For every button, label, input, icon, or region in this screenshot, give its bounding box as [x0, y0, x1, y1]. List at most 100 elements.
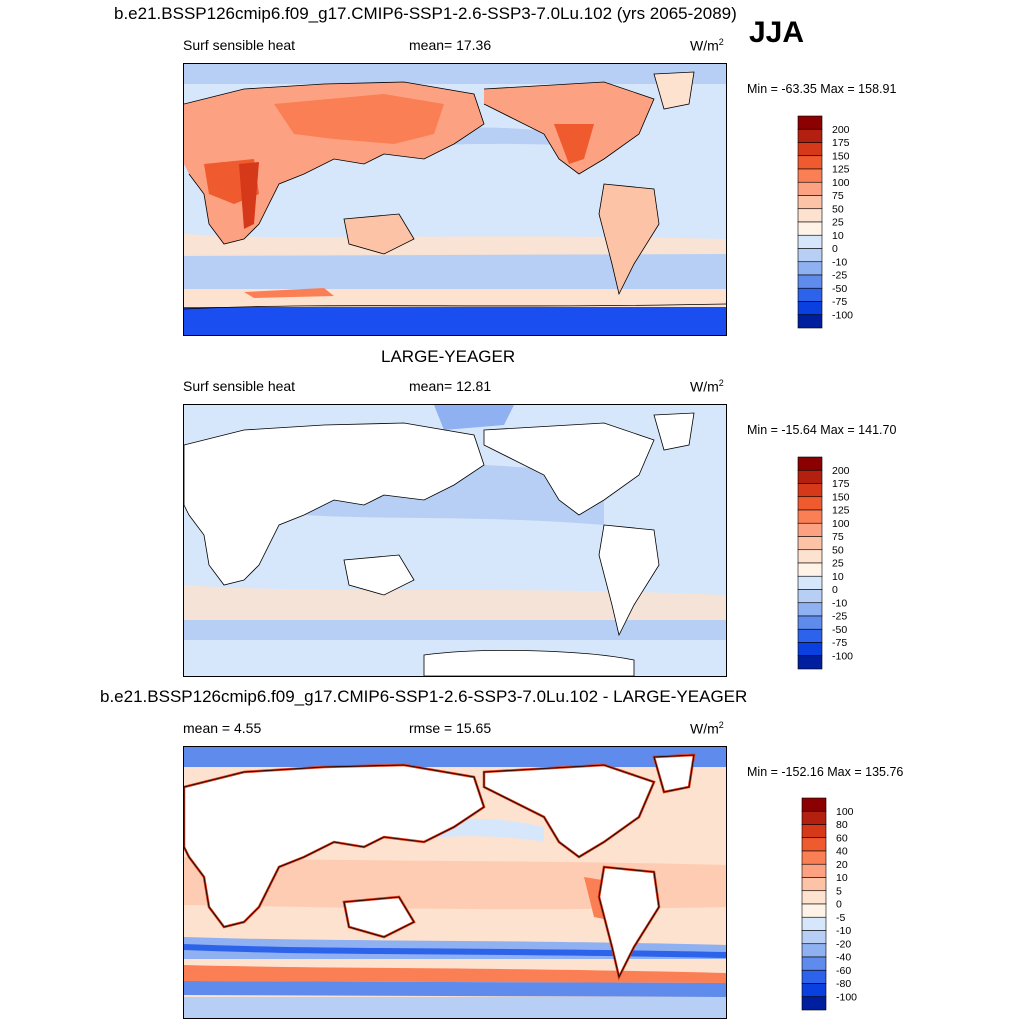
panel2-minmax: Min = -15.64 Max = 141.70	[747, 423, 897, 437]
colorbar-swatch	[801, 837, 827, 852]
colorbar-tick-label: 25	[832, 558, 844, 570]
colorbar-tick-label: 100	[832, 177, 850, 189]
colorbar-tick-label: -25	[832, 611, 847, 623]
panel3-minmax: Min = -152.16 Max = 135.76	[747, 765, 904, 779]
panel1-map	[183, 63, 727, 336]
colorbar-tick-label: 150	[832, 150, 850, 162]
colorbar-swatch	[797, 562, 823, 577]
colorbar-swatch	[801, 863, 827, 878]
colorbar-tick-label: -10	[836, 925, 851, 937]
colorbar-tick-label: 175	[832, 478, 850, 490]
colorbar-tick-label: 40	[836, 846, 848, 858]
colorbar-tick-label: 200	[832, 465, 850, 477]
colorbar-tick-label: -100	[832, 650, 853, 662]
colorbar-tick-label: 0	[832, 243, 838, 255]
colorbar-tick-label: 0	[832, 584, 838, 596]
panel1-title: b.e21.BSSP126cmip6.f09_g17.CMIP6-SSP1-2.…	[114, 4, 737, 23]
colorbar-swatch	[797, 549, 823, 564]
colorbar-tick-label: -25	[832, 270, 847, 282]
colorbar-swatch	[797, 168, 823, 183]
colorbar-swatch	[797, 642, 823, 657]
colorbar-swatch	[797, 496, 823, 511]
colorbar-swatch	[797, 287, 823, 302]
colorbar-swatch	[801, 850, 827, 865]
colorbar-swatch	[801, 903, 827, 918]
colorbar-tick-label: 25	[832, 217, 844, 229]
colorbar-swatch	[797, 155, 823, 170]
colorbar-tick-label: 100	[832, 518, 850, 530]
panel2-variable-label: Surf sensible heat	[183, 378, 296, 394]
colorbar-swatch	[801, 969, 827, 984]
panel2-colorbar: 200 175 150 125 100 75 50 25 10 0 -10 -25 -50 -75 -100	[797, 456, 898, 672]
panel2-map	[183, 404, 727, 677]
colorbar-swatch	[797, 536, 823, 551]
colorbar-tick-label: -10	[832, 256, 847, 268]
colorbar-swatch	[801, 824, 827, 839]
colorbar-swatch	[797, 221, 823, 236]
colorbar-tick-label: -40	[836, 952, 851, 964]
panel1-unit-label: W/m2	[690, 37, 724, 54]
season-label: JJA	[749, 16, 805, 49]
colorbar-tick-label: -50	[832, 624, 847, 636]
colorbar-swatch	[801, 930, 827, 945]
colorbar-swatch	[801, 810, 827, 825]
panel1-variable-label: Surf sensible heat	[183, 37, 296, 53]
colorbar-tick-label: 150	[832, 491, 850, 503]
colorbar-swatch	[797, 195, 823, 210]
colorbar-swatch	[797, 234, 823, 249]
colorbar-swatch	[797, 628, 823, 643]
colorbar-tick-label: 60	[836, 832, 848, 844]
colorbar-tick-label: 125	[832, 164, 850, 176]
panel3-unit-label: W/m2	[690, 720, 724, 737]
colorbar-swatch	[797, 483, 823, 498]
colorbar-swatch	[797, 589, 823, 604]
colorbar-swatch	[797, 509, 823, 524]
colorbar-swatch	[801, 983, 827, 998]
panel3-title: b.e21.BSSP126cmip6.f09_g17.CMIP6-SSP1-2.…	[100, 687, 748, 706]
colorbar-swatch	[801, 877, 827, 892]
colorbar-tick-label: 80	[836, 819, 848, 831]
colorbar-swatch	[801, 916, 827, 931]
colorbar-tick-label: 50	[832, 203, 844, 215]
colorbar-tick-label: -80	[836, 978, 851, 990]
colorbar-swatch	[797, 274, 823, 289]
colorbar-tick-label: -75	[832, 637, 847, 649]
colorbar-swatch	[797, 602, 823, 617]
colorbar-swatch	[801, 956, 827, 971]
colorbar-tick-label: -10	[832, 597, 847, 609]
panel3-rmse-label: rmse = 15.65	[409, 720, 492, 736]
panel2-unit-label: W/m2	[690, 378, 724, 395]
colorbar-tick-label: 125	[832, 505, 850, 517]
colorbar-swatch	[797, 301, 823, 316]
colorbar-swatch	[797, 248, 823, 263]
colorbar-swatch	[797, 261, 823, 276]
colorbar-swatch	[797, 314, 823, 329]
colorbar-swatch	[797, 469, 823, 484]
panel1-mean-label: mean= 17.36	[409, 37, 492, 53]
colorbar-tick-label: -5	[836, 912, 845, 924]
colorbar-swatch	[797, 208, 823, 223]
colorbar-tick-label: -100	[836, 991, 857, 1003]
colorbar-tick-label: 200	[832, 124, 850, 136]
panel1-minmax: Min = -63.35 Max = 158.91	[747, 82, 897, 96]
panel2-title: LARGE-YEAGER	[381, 347, 516, 366]
colorbar-swatch	[801, 996, 827, 1011]
panel1-colorbar: 200 175 150 125 100 75 50 25 10 0 -10 -25 -50 -75 -100	[797, 115, 898, 331]
colorbar-tick-label: 10	[832, 571, 844, 583]
colorbar-tick-label: 10	[836, 872, 848, 884]
colorbar-tick-label: 50	[832, 544, 844, 556]
colorbar-tick-label: 20	[836, 859, 848, 871]
colorbar-tick-label: -60	[836, 965, 851, 977]
panel2-map-svg	[184, 405, 726, 676]
colorbar-tick-label: 5	[836, 885, 842, 897]
colorbar-tick-label: 75	[832, 531, 844, 543]
colorbar-swatch	[797, 115, 823, 130]
colorbar-tick-label: 10	[832, 230, 844, 242]
colorbar-swatch	[797, 142, 823, 157]
colorbar-swatch	[801, 943, 827, 958]
colorbar-tick-label: -20	[836, 938, 851, 950]
colorbar-swatch	[797, 522, 823, 537]
colorbar-tick-label: 75	[832, 190, 844, 202]
